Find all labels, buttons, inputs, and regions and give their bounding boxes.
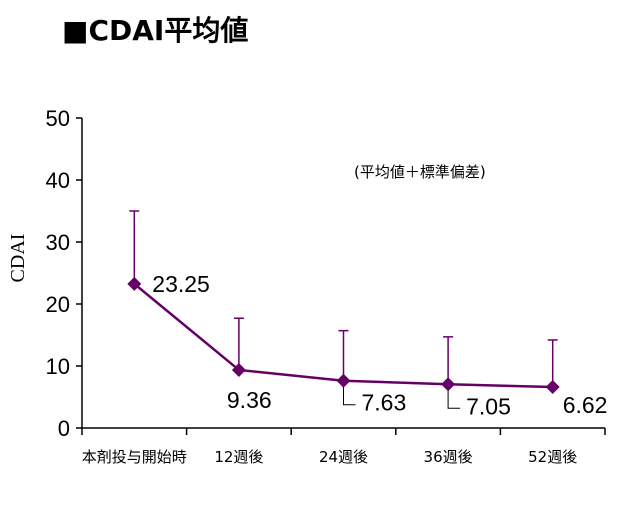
data-point-marker <box>231 362 246 377</box>
data-labels: 23.25 9.36 7.63 7.05 6.62 <box>152 271 607 419</box>
x-tick-label: 本剤投与開始時 <box>82 448 187 466</box>
data-label-leader <box>447 390 461 409</box>
chart-title: ■CDAI平均値 <box>62 14 248 47</box>
data-markers <box>127 276 560 394</box>
data-label: 7.05 <box>466 393 511 419</box>
y-tick-label: 10 <box>46 354 70 379</box>
y-tick-label: 0 <box>58 416 70 441</box>
axes: 0 10 20 30 40 50 本剤投与開始時 12週後 24週後 36週後 52週後 <box>46 106 606 466</box>
y-axis-label: CDAI <box>7 234 29 283</box>
data-label: 23.25 <box>152 271 210 297</box>
y-tick-label: 30 <box>46 230 70 255</box>
data-point-marker <box>127 276 142 291</box>
data-label: 9.36 <box>227 387 272 413</box>
y-tick-label: 20 <box>46 292 70 317</box>
y-tick-label: 50 <box>46 106 70 131</box>
x-tick-label: 36週後 <box>424 448 473 466</box>
data-label: 6.62 <box>563 392 608 418</box>
y-tick-label: 40 <box>46 168 70 193</box>
data-point-marker <box>336 373 351 388</box>
data-point-marker <box>545 379 560 394</box>
x-tick-label: 52週後 <box>528 448 577 466</box>
data-label-leader <box>343 386 356 406</box>
error-bars <box>129 210 558 387</box>
x-tick-label: 24週後 <box>319 448 368 466</box>
chart-note: (平均値＋標準偏差) <box>354 163 486 181</box>
x-tick-label: 12週後 <box>214 448 263 466</box>
data-point-marker <box>441 377 456 392</box>
data-label: 7.63 <box>362 390 407 416</box>
